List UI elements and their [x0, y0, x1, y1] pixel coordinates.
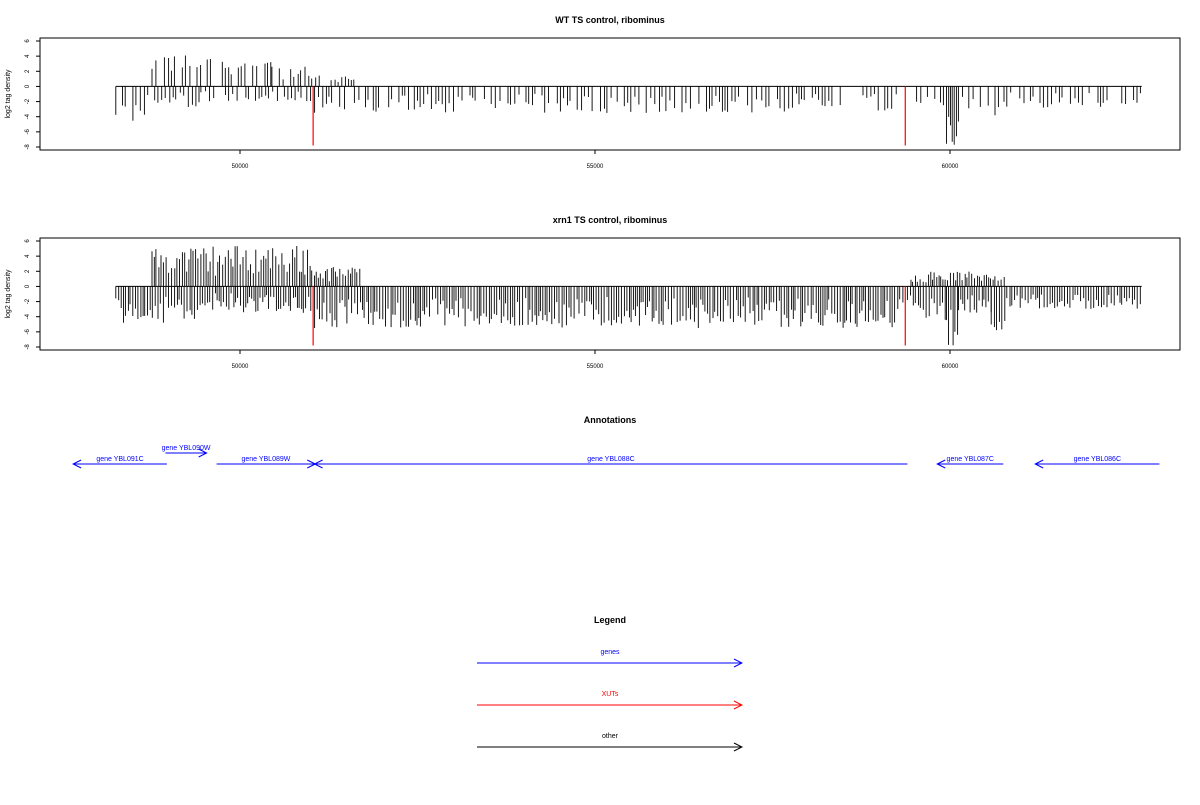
- x-tick-label: 60000: [942, 164, 959, 170]
- y-tick-label: 2: [25, 69, 31, 73]
- x-tick-label: 55000: [587, 164, 604, 170]
- gene-label: gene YBL090W: [162, 445, 211, 452]
- y-tick-label: 0: [25, 84, 31, 88]
- y-tick-label: -2: [25, 98, 31, 104]
- y-axis: -8 -6 -4 -2 0 2 4 6: [25, 39, 40, 150]
- y-tick-label: -4: [25, 113, 31, 119]
- gene-label: gene YBL087C: [947, 456, 994, 463]
- y-tick-label: 4: [25, 254, 31, 258]
- xut-markers: [312, 286, 906, 346]
- y-tick-label: 2: [25, 269, 31, 273]
- y-axis-label: log2 tag density: [5, 269, 12, 319]
- x-axis: 50000 55000 60000: [232, 350, 959, 370]
- x-tick-label: 55000: [587, 364, 604, 370]
- legend-items: genes XUTs other: [477, 649, 742, 747]
- y-tick-label: -6: [25, 129, 31, 135]
- legend-label: XUTs: [602, 691, 619, 698]
- y-tick-label: 0: [25, 284, 31, 288]
- y-tick-label: -2: [25, 298, 31, 304]
- x-axis: 50000 55000 60000: [232, 150, 959, 170]
- panel-title: WT TS control, ribominus: [555, 15, 665, 25]
- x-tick-label: 50000: [232, 364, 249, 370]
- y-tick-label: 6: [25, 239, 31, 243]
- gene-label: gene YBL089W: [241, 456, 290, 463]
- y-tick-label: -4: [25, 313, 31, 319]
- gene-label: gene YBL088C: [587, 456, 634, 463]
- x-tick-label: 50000: [232, 164, 249, 170]
- x-tick-label: 60000: [942, 364, 959, 370]
- plot-frame: [39, 37, 1181, 151]
- density-bars: [115, 246, 1142, 346]
- gene-label: gene YBL091C: [96, 456, 143, 463]
- y-tick-label: 4: [25, 54, 31, 58]
- legend-label: other: [602, 733, 619, 740]
- panel-title: xrn1 TS control, ribominus: [553, 215, 668, 225]
- gene-label: gene YBL086C: [1074, 456, 1121, 463]
- panel-xrn1: xrn1 TS control, ribominus log2 tag dens…: [5, 215, 1181, 370]
- xut-markers: [312, 86, 906, 146]
- panel-wt: WT TS control, ribominus log2 tag densit…: [5, 15, 1181, 170]
- annotations-title: Annotations: [584, 415, 637, 425]
- y-axis-label: log2 tag density: [5, 69, 12, 119]
- y-tick-label: -6: [25, 329, 31, 335]
- y-tick-label: 6: [25, 39, 31, 43]
- gene-arrows: gene YBL091C gene YBL090W gene YBL089W gene…: [73, 445, 1160, 464]
- y-axis: -8 -6 -4 -2 0 2 4 6: [25, 239, 40, 350]
- legend: Legend genes XUTs other: [477, 615, 742, 747]
- density-bars: [115, 55, 1142, 145]
- y-tick-label: -8: [25, 344, 31, 350]
- plot-frame: [39, 237, 1181, 351]
- legend-label: genes: [600, 649, 620, 656]
- y-tick-label: -8: [25, 144, 31, 150]
- legend-title: Legend: [594, 615, 626, 625]
